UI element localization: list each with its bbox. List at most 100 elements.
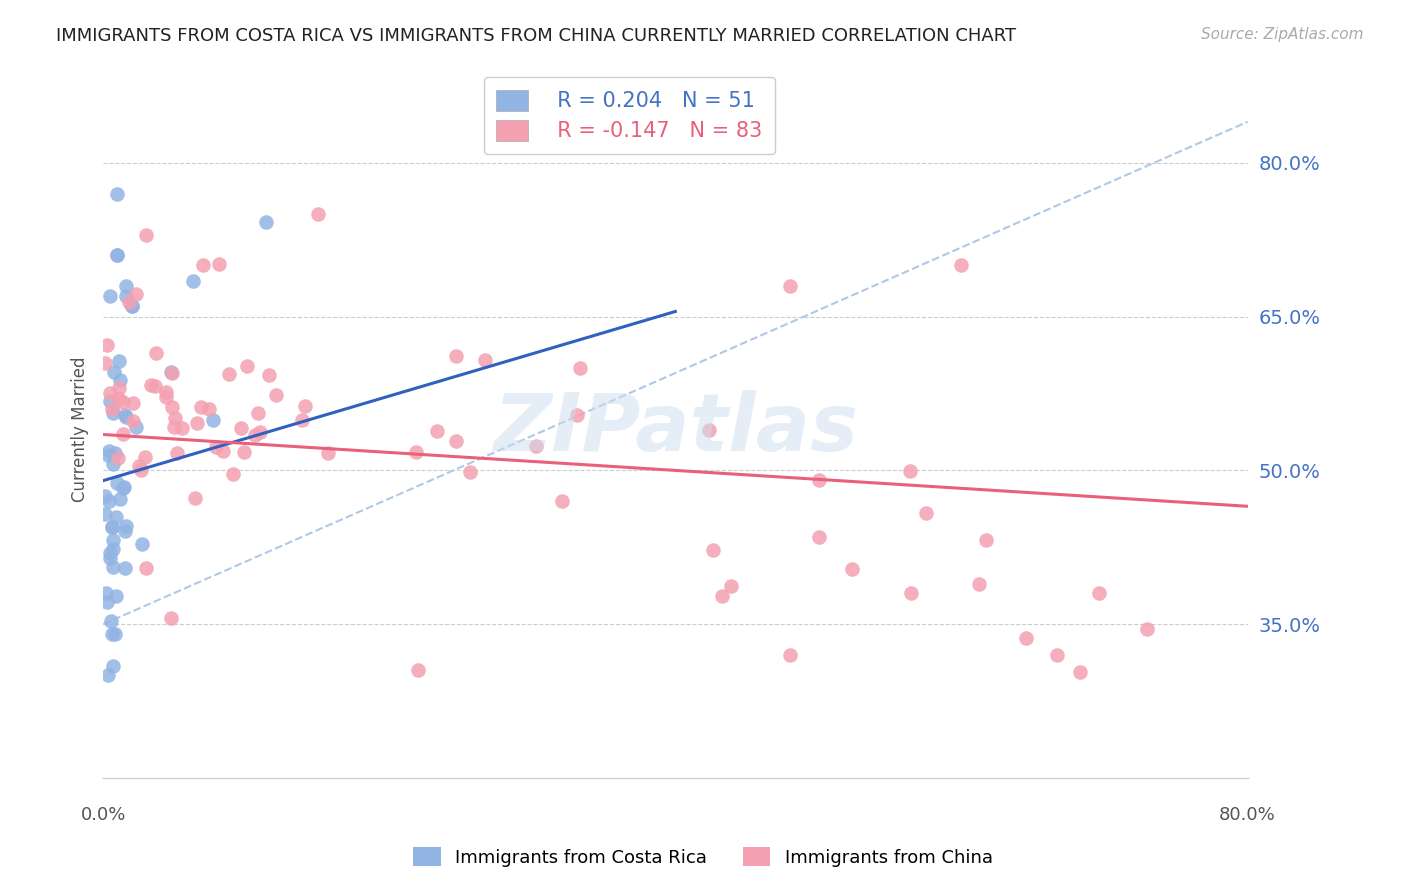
Point <box>444 349 467 363</box>
Point <box>108 354 131 368</box>
Point <box>114 561 136 575</box>
Point <box>101 560 124 574</box>
Point <box>212 444 235 458</box>
Point <box>111 481 134 495</box>
Point <box>100 520 122 534</box>
Point <box>155 384 177 399</box>
Point <box>97 444 120 458</box>
Point <box>567 409 589 423</box>
Point <box>98 494 121 508</box>
Point <box>406 664 429 678</box>
Legend:   R = 0.204   N = 51,   R = -0.147   N = 83: R = 0.204 N = 51, R = -0.147 N = 83 <box>484 78 775 154</box>
Point <box>218 367 240 381</box>
Point <box>551 494 574 508</box>
Point <box>131 537 153 551</box>
Point <box>229 420 252 434</box>
Text: ZIPatlas: ZIPatlas <box>494 391 858 468</box>
Point <box>121 299 143 313</box>
Point <box>100 614 122 628</box>
Legend: Immigrants from Costa Rica, Immigrants from China: Immigrants from Costa Rica, Immigrants f… <box>406 840 1000 874</box>
Point <box>205 440 228 454</box>
Point <box>166 446 188 460</box>
Point <box>135 227 157 242</box>
Point <box>114 408 136 422</box>
Point <box>474 353 496 368</box>
Point <box>104 446 127 460</box>
Point <box>98 386 121 401</box>
Point <box>444 434 467 449</box>
Point <box>115 289 138 303</box>
Point <box>124 420 146 434</box>
Point <box>107 392 129 406</box>
Point <box>110 373 132 387</box>
Point <box>711 589 734 603</box>
Point <box>524 439 547 453</box>
Point <box>121 414 143 428</box>
Point <box>307 207 329 221</box>
Point <box>101 541 124 556</box>
Point <box>115 278 138 293</box>
Point <box>100 402 122 417</box>
Point <box>294 399 316 413</box>
Point <box>208 257 231 271</box>
Point <box>702 543 724 558</box>
Point <box>160 401 183 415</box>
Point <box>114 409 136 424</box>
Point <box>181 273 204 287</box>
Point <box>190 401 212 415</box>
Point <box>1045 648 1067 663</box>
Point <box>1088 585 1111 599</box>
Point <box>898 464 921 478</box>
Point <box>98 545 121 559</box>
Point <box>458 465 481 479</box>
Point <box>183 491 205 505</box>
Point <box>143 379 166 393</box>
Text: Source: ZipAtlas.com: Source: ZipAtlas.com <box>1201 27 1364 42</box>
Point <box>974 533 997 547</box>
Point <box>101 520 124 534</box>
Point <box>1136 623 1159 637</box>
Point <box>115 519 138 533</box>
Point <box>808 473 831 487</box>
Point <box>950 258 973 272</box>
Point <box>170 421 193 435</box>
Point <box>163 419 186 434</box>
Point <box>257 368 280 383</box>
Point <box>720 579 742 593</box>
Point <box>405 445 427 459</box>
Point <box>135 561 157 575</box>
Point <box>93 356 115 370</box>
Point <box>101 659 124 673</box>
Point <box>112 427 135 442</box>
Point <box>699 423 721 437</box>
Point <box>105 509 128 524</box>
Point <box>779 648 801 662</box>
Point <box>122 396 145 410</box>
Point <box>98 551 121 566</box>
Point <box>96 668 118 682</box>
Point <box>233 445 256 459</box>
Point <box>568 361 591 376</box>
Point <box>129 463 152 477</box>
Point <box>96 338 118 352</box>
Point <box>107 186 129 201</box>
Point <box>193 258 215 272</box>
Point <box>967 576 990 591</box>
Point <box>139 378 162 392</box>
Point <box>108 381 131 395</box>
Point <box>291 412 314 426</box>
Point <box>98 393 121 408</box>
Point <box>145 345 167 359</box>
Point <box>110 492 132 507</box>
Text: 0.0%: 0.0% <box>80 805 125 824</box>
Point <box>807 530 830 544</box>
Text: IMMIGRANTS FROM COSTA RICA VS IMMIGRANTS FROM CHINA CURRENTLY MARRIED CORRELATIO: IMMIGRANTS FROM COSTA RICA VS IMMIGRANTS… <box>56 27 1017 45</box>
Point <box>114 524 136 538</box>
Point <box>198 402 221 417</box>
Point <box>222 467 245 482</box>
Point <box>107 450 129 465</box>
Point <box>101 533 124 548</box>
Point <box>93 507 115 521</box>
Point <box>1069 665 1091 679</box>
Point <box>112 480 135 494</box>
